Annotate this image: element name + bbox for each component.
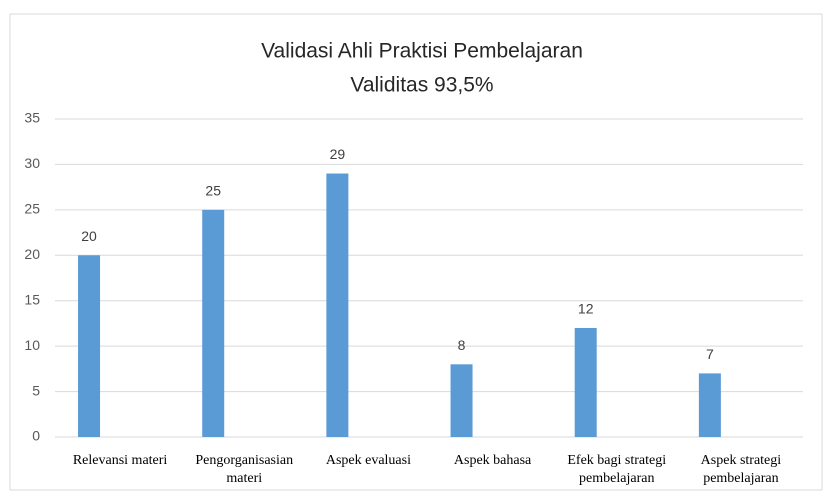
y-tick-label: 10 <box>24 337 40 353</box>
bar <box>698 373 721 437</box>
y-tick-label: 5 <box>32 382 40 398</box>
x-tick-label: Aspek strategi pembelajaran <box>701 453 782 486</box>
bar <box>202 209 225 437</box>
bar <box>78 255 101 437</box>
x-tick-label: Relevansi materi <box>73 453 168 468</box>
y-tick-label: 20 <box>24 246 40 262</box>
value-label: 25 <box>205 183 221 199</box>
value-label: 20 <box>81 228 97 244</box>
chart-title: Validasi Ahli Praktisi Pembelajaran <box>261 40 583 63</box>
value-label: 8 <box>458 337 466 353</box>
bar <box>450 364 473 437</box>
bar <box>326 173 349 437</box>
x-tick-label: Aspek bahasa <box>454 453 532 468</box>
x-tick-label: Pengorganisasian materi <box>195 453 293 486</box>
x-tick-label: Aspek evaluasi <box>326 453 411 468</box>
bar <box>574 327 597 437</box>
value-label: 29 <box>330 146 346 162</box>
chart-subtitle: Validitas 93,5% <box>350 74 493 97</box>
y-tick-label: 35 <box>24 110 40 126</box>
chart-frame <box>9 13 823 491</box>
y-tick-label: 30 <box>24 155 40 171</box>
y-tick-label: 25 <box>24 201 40 217</box>
value-label: 12 <box>578 301 594 317</box>
y-tick-label: 15 <box>24 291 40 307</box>
value-label: 7 <box>706 346 714 362</box>
y-tick-label: 0 <box>32 428 40 444</box>
x-tick-label: Efek bagi strategi pembelajaran <box>567 453 666 486</box>
